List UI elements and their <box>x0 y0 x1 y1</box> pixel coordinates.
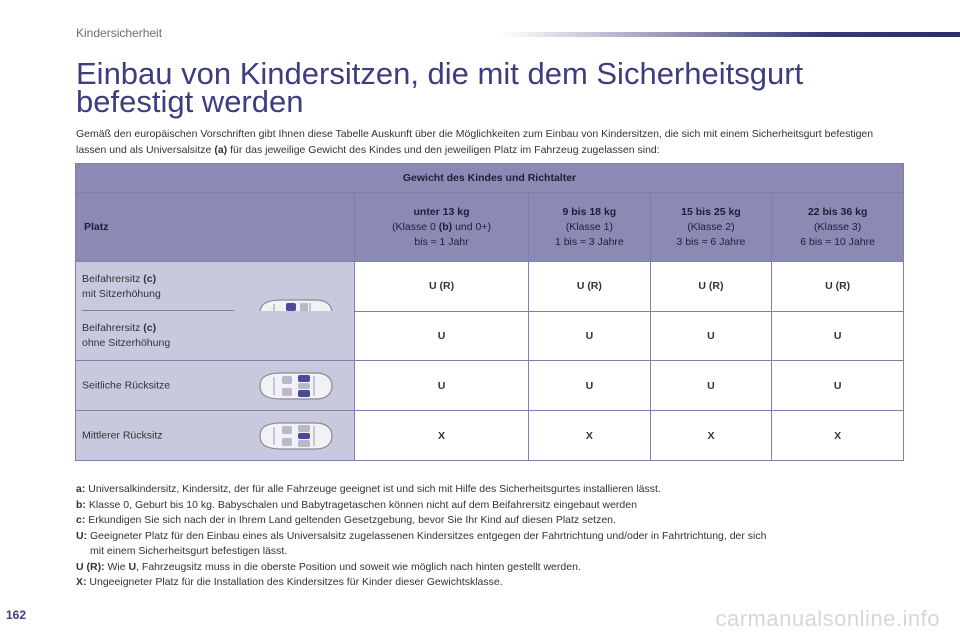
place-label: Beifahrersitz (c) mit Sitzerhöhung <box>82 272 161 300</box>
table-row: Seitliche Rücksitze U U U U <box>75 360 904 411</box>
section-header: Kindersicherheit <box>76 26 163 40</box>
column-weight: unter 13 kg <box>413 205 470 218</box>
place-label: Mittlerer Rücksitz <box>82 429 163 441</box>
column-class: (Klasse 0 (b) und 0+) <box>392 220 491 233</box>
place-cell: Beifahrersitz (c) mit Sitzerhöhung <box>75 261 355 327</box>
column-header-1: 9 bis 18 kg (Klasse 1) 1 bis ≈ 3 Jahre <box>528 192 651 262</box>
table-cell: U (R) <box>528 261 651 312</box>
table-cell: U <box>771 360 904 411</box>
table-cell: X <box>771 410 904 461</box>
place-cell: Seitliche Rücksitze <box>75 360 355 411</box>
watermark: carmanualsonline.info <box>715 606 940 631</box>
intro-text-1: Gemäß den europäischen Vorschriften gibt… <box>76 128 874 156</box>
column-class: (Klasse 2) <box>687 220 735 233</box>
column-header-2: 15 bis 25 kg (Klasse 2) 3 bis ≈ 6 Jahre <box>649 192 773 262</box>
legend-notes: a: Universalkindersitz, Kindersitz, der … <box>76 482 906 591</box>
table-cell: X <box>649 410 773 461</box>
column-weight: 15 bis 25 kg <box>681 205 741 218</box>
place-cell: Beifahrersitz (c) ohne Sitzerhöhung <box>75 310 355 361</box>
car-rear-middle-seat-icon <box>254 419 336 453</box>
table-cell: U <box>528 360 651 411</box>
table-cell: X <box>353 410 530 461</box>
place-label: Seitliche Rücksitze <box>82 379 171 391</box>
row-divider <box>82 310 234 311</box>
table-cell: X <box>528 410 651 461</box>
intro-text-2: für das jeweilige Gewicht des Kindes und… <box>227 144 660 156</box>
table-cell: U <box>649 360 773 411</box>
table-cell: U (R) <box>649 261 773 312</box>
intro-ref: (a) <box>214 144 228 156</box>
column-age: 1 bis ≈ 3 Jahre <box>554 235 624 248</box>
table-cell: U <box>353 310 530 361</box>
column-age: 6 bis ≈ 10 Jahre <box>800 235 875 248</box>
column-age: bis ≈ 1 Jahr <box>414 235 469 248</box>
group-header: Gewicht des Kindes und Richtalter <box>75 163 904 193</box>
place-cell: Mittlerer Rücksitz <box>75 410 355 461</box>
column-age: 3 bis ≈ 6 Jahre <box>676 235 746 248</box>
column-header-3: 22 bis 36 kg (Klasse 3) 6 bis ≈ 10 Jahre <box>771 192 904 262</box>
table-column-header-row: Platz unter 13 kg (Klasse 0 (b) und 0+) … <box>75 192 904 262</box>
note-x: X: Ungeeigneter Platz für die Installati… <box>76 576 503 588</box>
note-u-continued: mit einem Sicherheitsgurt befestigen läs… <box>90 545 288 557</box>
car-rear-side-seats-icon <box>254 369 336 403</box>
table-row: Beifahrersitz (c) mit Sitzerhöhung U (R)… <box>75 261 904 327</box>
page-number: 162 <box>6 608 27 622</box>
table-row: Mittlerer Rücksitz X X X X <box>75 410 904 461</box>
column-class: (Klasse 1) <box>565 220 613 233</box>
note-ur: U (R): Wie U, Fahrzeugsitz muss in die o… <box>76 560 581 573</box>
column-class: (Klasse 3) <box>813 220 862 233</box>
table-cell: U <box>649 310 773 361</box>
note-u: U: Geeigneter Platz für den Einbau eines… <box>76 529 767 542</box>
intro-paragraph: Gemäß den europäischen Vorschriften gibt… <box>76 126 906 158</box>
table-cell: U <box>353 360 530 411</box>
table-cell: U <box>528 310 651 361</box>
page-title: Einbau von Kindersitzen, die mit dem Sic… <box>76 56 804 119</box>
place-label: Beifahrersitz (c) ohne Sitzerhöhung <box>82 321 171 349</box>
table-cell: U (R) <box>353 261 530 312</box>
header-rule <box>500 32 960 37</box>
note-a: a: Universalkindersitz, Kindersitz, der … <box>76 483 661 495</box>
table-row: Beifahrersitz (c) ohne Sitzerhöhung U U … <box>75 310 904 361</box>
table-group-header-row: Gewicht des Kindes und Richtalter <box>75 163 904 193</box>
table-cell: U <box>771 310 904 361</box>
note-c: c: Erkundigen Sie sich nach der in Ihrem… <box>76 514 616 526</box>
table-cell: U (R) <box>771 261 904 312</box>
column-weight: 22 bis 36 kg <box>807 205 868 218</box>
child-seat-table: Gewicht des Kindes und Richtalter Platz … <box>75 163 904 461</box>
column-weight: 9 bis 18 kg <box>562 205 617 218</box>
note-b: b: Klasse 0, Geburt bis 10 kg. Babyschal… <box>76 498 637 511</box>
column-header-0: unter 13 kg (Klasse 0 (b) und 0+) bis ≈ … <box>353 192 530 262</box>
place-header: Platz <box>75 192 355 262</box>
